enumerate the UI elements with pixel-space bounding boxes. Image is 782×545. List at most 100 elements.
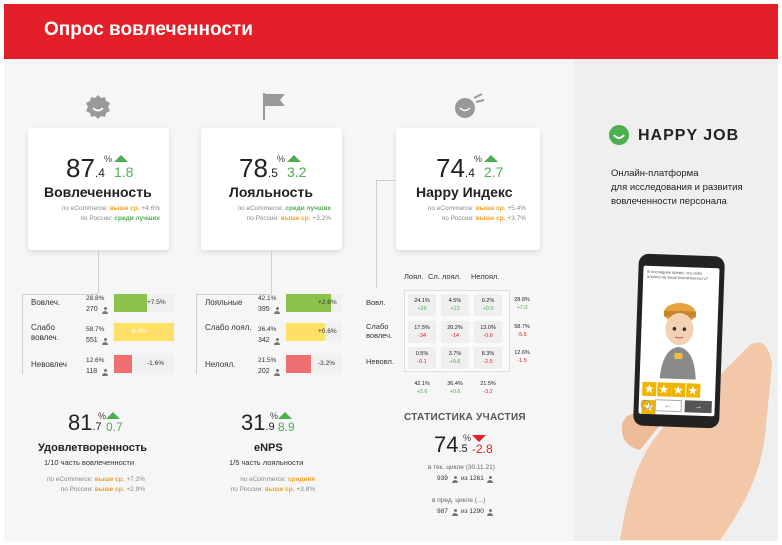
user-icon: [452, 476, 458, 483]
row-pct: 21.5%: [258, 357, 277, 364]
matrix-cell-change: +0.0: [482, 306, 494, 312]
down-arrow-icon: [472, 435, 486, 442]
up-arrow-icon: [114, 155, 128, 162]
row-label: Лояльные: [205, 298, 243, 307]
flag-icon: [263, 93, 285, 120]
happy-index-pct: %: [474, 154, 483, 164]
user-icon: [274, 369, 280, 376]
row-count: 551: [86, 337, 98, 344]
matrix-col-header: Сл. лоял.: [428, 272, 462, 281]
stats-title: СТАТИСТИКА УЧАСТИЯ: [404, 412, 526, 423]
matrix-cell-share: 13.0%: [480, 325, 496, 331]
matrix-cell: 8.3% -2.5: [474, 347, 502, 369]
row-pct: 36.4%: [258, 326, 277, 333]
col-total-share: 42.1%: [414, 381, 430, 387]
row-label: Слабо вовлеч.: [31, 323, 59, 342]
engagement-delta: 1.8: [114, 164, 134, 180]
user-icon: [487, 476, 493, 483]
matrix-cell-share: 0.2%: [481, 298, 495, 304]
row-total-share: 28.8%: [514, 297, 530, 303]
connector-line: [196, 294, 271, 295]
connector-line: [376, 180, 396, 181]
col-total-change: +0.6: [449, 389, 461, 395]
col-total-share: 21.5%: [480, 381, 496, 387]
connector-line: [22, 294, 23, 374]
matrix-cell-change: +13: [450, 306, 460, 312]
engagement-title: Вовлеченность: [44, 184, 152, 200]
engagement-pct: %: [104, 154, 113, 164]
matrix-row-total: 28.8% +7.0: [510, 296, 534, 312]
row-count: 270: [86, 306, 98, 313]
matrix-row-header: Вовл.: [366, 298, 386, 307]
matrix-cell: 4.5% +13: [441, 294, 469, 316]
stats-prev-of: из 1290: [461, 508, 484, 515]
row-count: 118: [86, 368, 98, 375]
star-icon[interactable]: ★: [656, 382, 672, 397]
prev-button[interactable]: ←: [654, 399, 682, 413]
matrix-row-total: 12.6% -1.5: [510, 349, 534, 365]
up-arrow-icon: [106, 412, 120, 419]
bar-track: [114, 323, 174, 341]
matrix-cell-share: 4.5%: [448, 298, 462, 304]
matrix-cell-share: 8.3%: [481, 351, 495, 357]
bar-fill: [286, 323, 326, 341]
happy-index-value: 74.4: [436, 153, 475, 183]
matrix-cell-change: -34: [418, 333, 426, 339]
col-total-share: 36.4%: [447, 381, 463, 387]
happy-index-cmp-ecom: по eCommerce: выше ср. +5.4%: [427, 205, 526, 212]
stats-pct: %: [463, 433, 472, 443]
satisfaction-delta: 0.7: [106, 420, 123, 434]
connector-line: [271, 250, 272, 294]
matrix-cell-share: 24.1%: [414, 298, 430, 304]
stats-current-cycle: в тек. цикле (30.11.21): [428, 464, 495, 471]
enps-cmp-russia: по России: выше ср. +3.8%: [230, 486, 315, 493]
matrix-cell-share: 17.5%: [414, 325, 430, 331]
matrix-cell-change: +26: [417, 306, 427, 312]
matrix-col-header: Лоял.: [404, 272, 424, 281]
matrix-cell: 24.1% +26: [408, 294, 436, 316]
loyalty-card: 78.5 % 3.2 Лояльность по eCommerce: сред…: [201, 128, 342, 250]
next-button[interactable]: →: [684, 400, 712, 414]
bar-value: +7.5%: [147, 299, 166, 306]
engagement-cmp-ecom: по eCommerce: выше ср. +4.6%: [61, 205, 160, 212]
user-icon: [274, 338, 280, 345]
connector-line: [196, 294, 197, 374]
matrix-cell: 0.2% +0.0: [474, 294, 502, 316]
satisfaction-pct: %: [98, 411, 107, 421]
bar-value: +0.6%: [318, 328, 337, 335]
matrix-cell-share: 0.5%: [415, 351, 429, 357]
user-icon: [487, 509, 493, 516]
user-icon: [102, 338, 108, 345]
matrix-cell-change: -0.1: [417, 359, 427, 365]
loyalty-title: Лояльность: [229, 184, 313, 200]
row-total-share: 58.7%: [514, 324, 530, 330]
rating-stars[interactable]: ★ ★ ★ ★★: [641, 380, 714, 415]
loyalty-value: 78.5: [239, 153, 278, 183]
connector-line: [98, 250, 99, 294]
satisfaction-note: 1/10 часть вовлеченности: [44, 458, 135, 467]
matrix-cell-change: +0.6: [449, 359, 461, 365]
page-title: Опрос вовлеченности: [44, 19, 253, 40]
row-total-share: 12.6%: [514, 350, 530, 356]
engagement-cmp-russia: по России: среди лучших: [80, 215, 160, 222]
row-count: 342: [258, 337, 270, 344]
happy-index-card: 74.4 % 2.7 Happy Индекс по eCommerce: вы…: [396, 128, 540, 250]
avatar-character-icon: [659, 303, 697, 380]
matrix-row-total: 58.7% -5.5: [510, 323, 534, 339]
star-icon[interactable]: ★: [671, 382, 686, 398]
matrix-cell-share: 20.2%: [447, 325, 463, 331]
star-icon[interactable]: ★: [685, 383, 701, 398]
row-total-change: -1.5: [517, 358, 527, 364]
user-icon: [452, 509, 458, 516]
matrix-row-header: Слабо вовлеч.: [366, 322, 393, 340]
promo-line: вовлеченности персонала: [611, 196, 727, 207]
user-icon: [102, 369, 108, 376]
bar-track: [286, 294, 342, 312]
star-icon[interactable]: ★: [642, 381, 657, 397]
stats-prev-cycle: в пред. цикле (…): [432, 497, 486, 504]
row-count: 395: [258, 306, 270, 313]
matrix-col-header: Нелоял.: [471, 272, 500, 281]
matrix-cell-share: 3.7%: [448, 351, 462, 357]
bar-value: -3.2%: [318, 360, 335, 367]
engagement-card: 87.4 % 1.8 Вовлеченность по eCommerce: в…: [28, 128, 169, 250]
